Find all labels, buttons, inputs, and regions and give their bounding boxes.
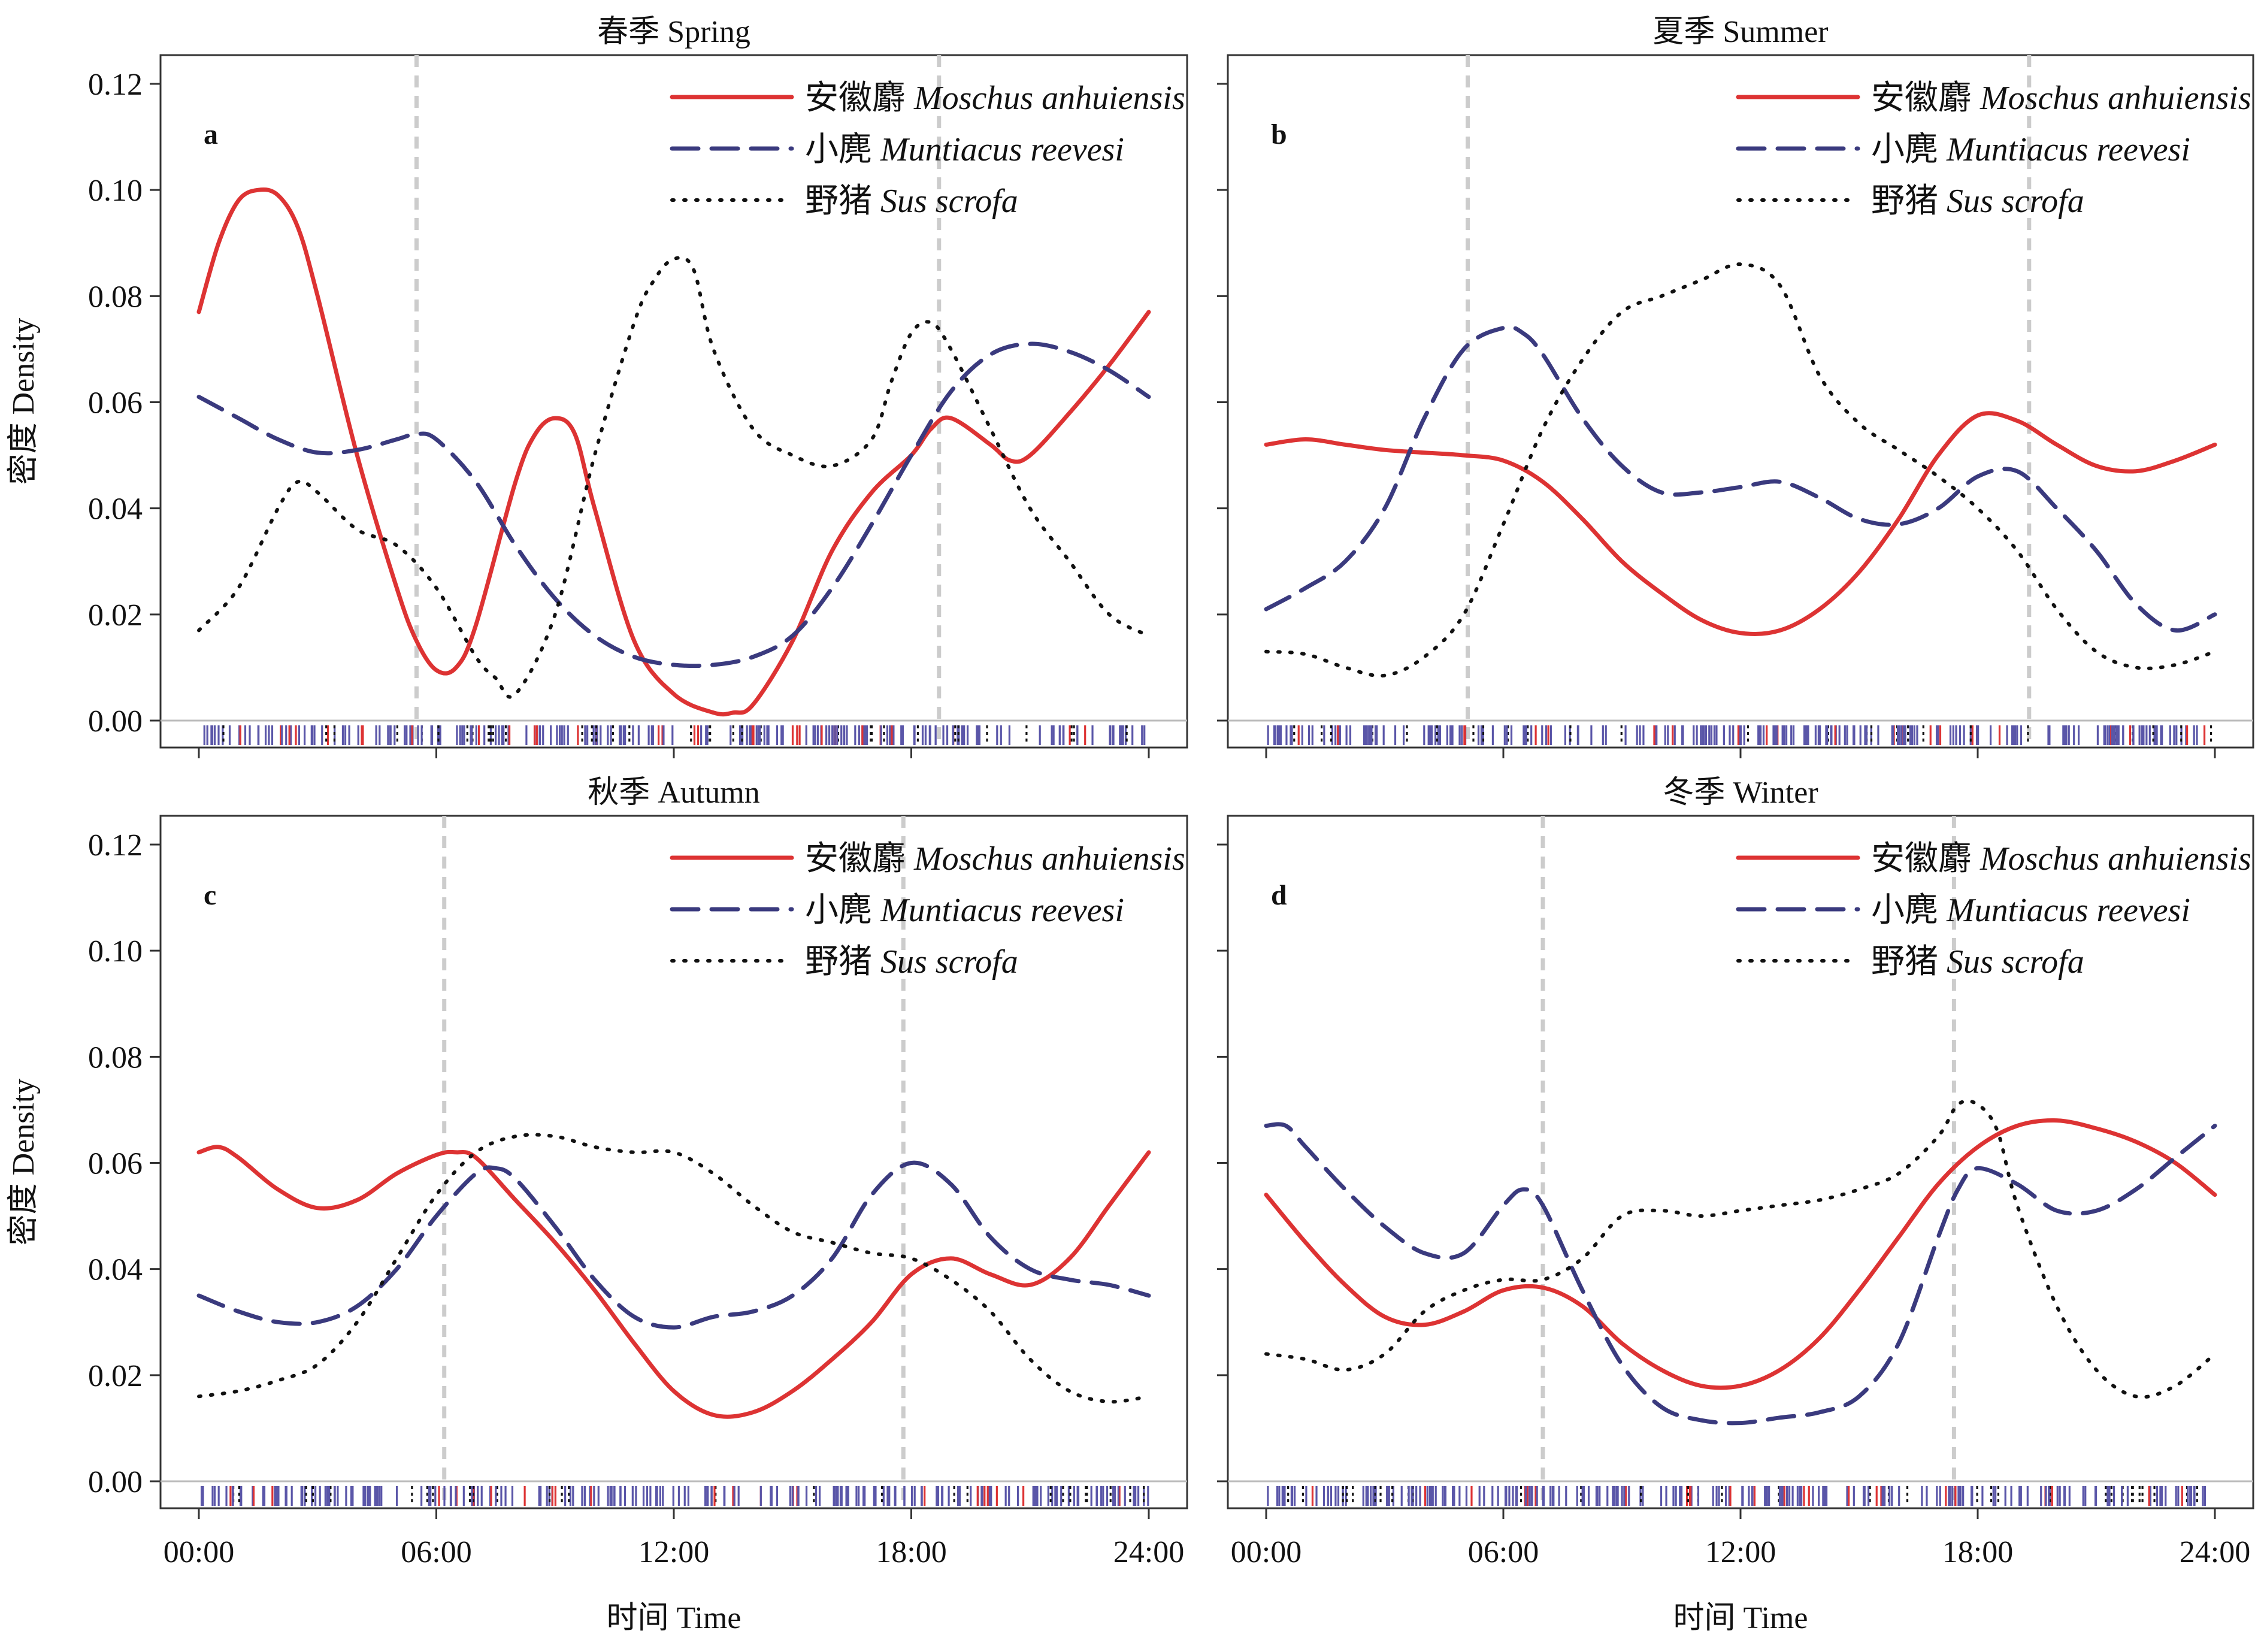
legend-entry: 野猪 Sus scrofa	[1871, 183, 2084, 220]
rug-marks	[203, 725, 1146, 745]
y-tick-label: 0.06	[88, 1147, 143, 1181]
legend-sci-name: Sus scrofa	[880, 183, 1018, 220]
legend-cn-name: 小麂	[1871, 892, 1947, 929]
muntjac-curve	[1264, 1122, 2217, 1426]
legend-entry: 安徽麝 Moschus anhuiensis	[1871, 840, 2251, 878]
musk-deer-curve	[1264, 411, 2217, 636]
legend-cn-name: 安徽麝	[1871, 80, 1980, 117]
legend-cn-name: 安徽麝	[805, 80, 914, 117]
legend-entry: 小麂 Muntiacus reevesi	[805, 892, 1124, 929]
y-tick-label: 0.10	[88, 174, 143, 208]
y-tick-label: 0.08	[88, 280, 143, 314]
legend-entry: 野猪 Sus scrofa	[805, 183, 1018, 220]
panel-title: 秋季 Autumn	[588, 776, 759, 810]
legend-sci-name: Sus scrofa	[880, 943, 1018, 981]
musk-deer-curve	[1264, 1118, 2217, 1390]
y-axis-label: 密度 Density	[7, 318, 41, 485]
legend-cn-name: 安徽麝	[1871, 840, 1980, 878]
panel-c: 秋季 Autumn c 0.00 0.02 0.04 0.06 0.08 0.10 0.12 00…	[88, 776, 1188, 1569]
rug-marks	[200, 1486, 1149, 1506]
legend-sci-name: Moschus anhuiensis	[1980, 840, 2251, 878]
panel-letter: d	[1271, 879, 1287, 911]
rug-marks	[1267, 1486, 2207, 1506]
y-tick-label: 0.12	[88, 68, 143, 102]
panel-title: 夏季 Summer	[1652, 15, 1828, 49]
legend-sci-name: Moschus anhuiensis	[913, 840, 1185, 878]
legend-entry: 野猪 Sus scrofa	[805, 943, 1018, 981]
x-tick-label: 06:00	[401, 1535, 471, 1569]
legend-sci-name: Moschus anhuiensis	[1980, 80, 2251, 117]
legend-sci-name: Sus scrofa	[1947, 943, 2084, 981]
wild-boar-curve	[1264, 1099, 2217, 1399]
legend-sci-name: Muntiacus reevesi	[880, 892, 1124, 929]
legend-entry: 小麂 Muntiacus reevesi	[1871, 892, 2190, 929]
x-tick-label: 18:00	[1942, 1535, 2013, 1569]
y-tick-label: 0.06	[88, 386, 143, 420]
legend: 安徽麝 Moschus anhuiensis 小麂 Muntiacus reeve…	[670, 840, 1185, 981]
y-tick-label: 0.12	[88, 828, 143, 863]
wild-boar-curve	[197, 256, 1151, 699]
panel-a: 春季 Spring a 0.00 0.02 0.04 0.06 0.08 0.10 0.12 安徽…	[88, 15, 1188, 758]
legend-entry: 野猪 Sus scrofa	[1871, 943, 2084, 981]
x-axis-label: 时间 Time	[1673, 1601, 1808, 1635]
x-tick-label: 12:00	[1705, 1535, 1776, 1569]
y-tick-label: 0.02	[88, 598, 143, 633]
panel-title: 冬季 Winter	[1663, 776, 1818, 810]
legend-entry: 安徽麝 Moschus anhuiensis	[805, 840, 1185, 878]
muntjac-curve	[196, 341, 1151, 668]
muntjac-curve	[1264, 325, 2217, 633]
panel-letter: b	[1271, 119, 1287, 150]
y-tick-label: 0.04	[88, 1253, 143, 1287]
y-tick-label: 0.00	[88, 1465, 143, 1499]
musk-deer-curve	[196, 187, 1151, 717]
x-tick-label: 18:00	[876, 1535, 946, 1569]
y-tick-label: 0.02	[88, 1359, 143, 1393]
panel-title: 春季 Spring	[597, 15, 750, 49]
legend-cn-name: 野猪	[805, 183, 880, 220]
x-tick-label: 00:00	[1231, 1535, 1302, 1569]
panel-d: 冬季 Winter d 00:00 06:00 12:00 18:00 24:00 安徽麝 M…	[1217, 776, 2254, 1569]
y-tick-label: 0.10	[88, 934, 143, 969]
legend-entry: 安徽麝 Moschus anhuiensis	[805, 80, 1185, 117]
panel-letter: c	[204, 879, 216, 911]
x-tick-label: 00:00	[164, 1535, 234, 1569]
legend-cn-name: 小麂	[1871, 131, 1947, 168]
panel-b: 夏季 Summer b 安徽麝 Moschus anhuiensis 小麂 Munti…	[1217, 15, 2254, 758]
legend-entry: 安徽麝 Moschus anhuiensis	[1871, 80, 2251, 117]
legend-entry: 小麂 Muntiacus reevesi	[805, 131, 1124, 168]
rug-marks	[1267, 725, 2212, 745]
musk-deer-curve	[196, 1145, 1151, 1419]
panel-letter: a	[204, 119, 218, 150]
legend-cn-name: 野猪	[1871, 943, 1947, 981]
x-tick-label: 12:00	[638, 1535, 709, 1569]
y-axis-label: 密度 Density	[7, 1079, 41, 1246]
y-tick-label: 0.00	[88, 704, 143, 739]
legend-sci-name: Muntiacus reevesi	[1946, 131, 2190, 168]
x-tick-label: 24:00	[2180, 1535, 2250, 1569]
legend-sci-name: Muntiacus reevesi	[1946, 892, 2190, 929]
wild-boar-curve	[197, 1133, 1151, 1404]
y-tick-label: 0.08	[88, 1040, 143, 1075]
legend: 安徽麝 Moschus anhuiensis 小麂 Muntiacus reeve…	[1736, 80, 2251, 220]
legend-cn-name: 野猪	[1871, 183, 1947, 220]
x-tick-label: 24:00	[1113, 1535, 1184, 1569]
legend-cn-name: 安徽麝	[805, 840, 914, 878]
legend-cn-name: 野猪	[805, 943, 880, 981]
legend-sci-name: Sus scrofa	[1947, 183, 2084, 220]
legend: 安徽麝 Moschus anhuiensis 小麂 Muntiacus reeve…	[670, 80, 1185, 220]
muntjac-curve	[196, 1160, 1151, 1330]
legend-sci-name: Muntiacus reevesi	[880, 131, 1124, 168]
legend-sci-name: Moschus anhuiensis	[913, 80, 1185, 117]
legend-cn-name: 小麂	[805, 131, 880, 168]
wild-boar-curve	[1264, 262, 2217, 678]
legend-cn-name: 小麂	[805, 892, 880, 929]
x-axis-label: 时间 Time	[607, 1601, 741, 1635]
legend-entry: 小麂 Muntiacus reevesi	[1871, 131, 2190, 168]
y-tick-label: 0.04	[88, 492, 143, 527]
x-tick-label: 06:00	[1468, 1535, 1539, 1569]
legend: 安徽麝 Moschus anhuiensis 小麂 Muntiacus reeve…	[1736, 840, 2251, 981]
